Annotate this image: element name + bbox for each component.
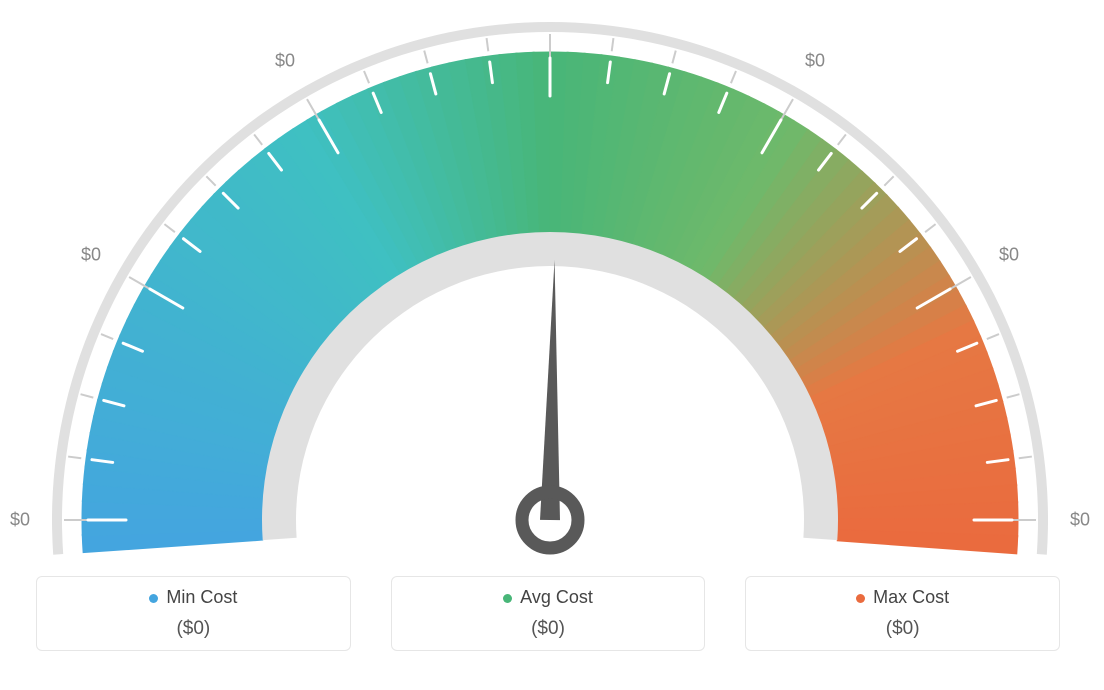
gauge-tick-label: $0 — [805, 51, 825, 72]
gauge-tick-label: $0 — [81, 245, 101, 266]
legend-title-avg: Avg Cost — [392, 587, 705, 608]
legend-dot-avg — [503, 594, 512, 603]
legend-value-max: ($0) — [746, 618, 1059, 640]
legend-title-max: Max Cost — [746, 587, 1059, 608]
legend-card-min: Min Cost ($0) — [36, 576, 351, 651]
gauge-chart: $0 $0 $0 $0 $0 $0 $0 — [0, 0, 1104, 560]
cost-gauge-widget: $0 $0 $0 $0 $0 $0 $0 Min Cost ($0) Avg Cost ($… — [0, 0, 1104, 690]
gauge-tick-label: $0 — [10, 510, 30, 531]
legend-title-min: Min Cost — [37, 587, 350, 608]
gauge-tick-label: $0 — [540, 0, 560, 1]
legend-dot-max — [856, 594, 865, 603]
legend-label-avg: Avg Cost — [520, 587, 593, 607]
gauge-svg — [0, 0, 1104, 560]
legend-value-avg: ($0) — [392, 618, 705, 640]
gauge-tick-label: $0 — [275, 51, 295, 72]
gauge-tick-label: $0 — [999, 245, 1019, 266]
legend-card-max: Max Cost ($0) — [745, 576, 1060, 651]
legend-row: Min Cost ($0) Avg Cost ($0) Max Cost ($0… — [36, 576, 1060, 651]
legend-card-avg: Avg Cost ($0) — [391, 576, 706, 651]
gauge-tick-label: $0 — [1070, 510, 1090, 531]
legend-value-min: ($0) — [37, 618, 350, 640]
legend-dot-min — [149, 594, 158, 603]
legend-label-min: Min Cost — [166, 587, 237, 607]
legend-label-max: Max Cost — [873, 587, 949, 607]
